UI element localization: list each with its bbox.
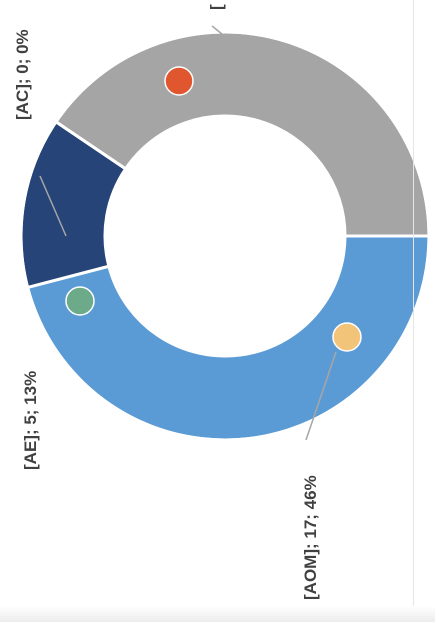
- leader-unlabeled: [211, 25, 223, 35]
- donut-outer-rim: [19, 30, 431, 442]
- bottom-shadow: [0, 606, 435, 622]
- data-label-aom: [AOM]; 17; 46%: [301, 475, 320, 600]
- data-label-ae: [AE]; 5; 13%: [21, 371, 40, 470]
- leader-ac: [39, 175, 67, 237]
- data-label-ac: [AC]; 0; 0%: [13, 29, 32, 120]
- marker-aom: [332, 322, 362, 352]
- frame-edge-line: [413, 0, 414, 622]
- slice-unlabeled: [53, 30, 431, 238]
- marker-ae: [65, 286, 95, 316]
- data-label-unlabeled: [: [207, 4, 226, 10]
- marker-unlabeled: [164, 66, 194, 96]
- leader-aom: [305, 351, 337, 441]
